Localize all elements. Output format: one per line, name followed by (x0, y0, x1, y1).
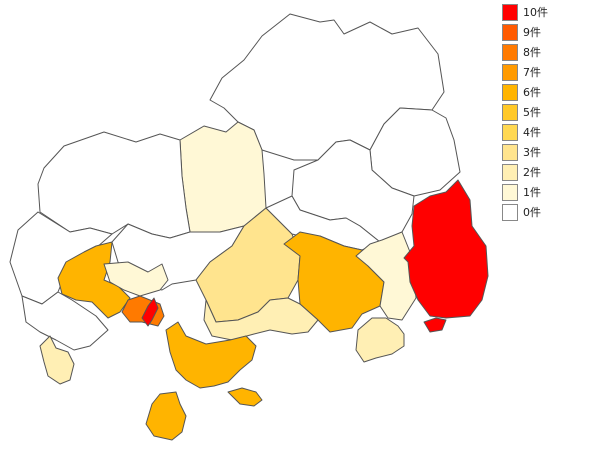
region-southwest[interactable] (21, 291, 109, 351)
legend-item: 6件 (502, 82, 548, 102)
legend-label: 8件 (523, 45, 541, 59)
legend-swatch (502, 83, 518, 101)
region-southeast-coast[interactable] (355, 317, 405, 363)
legend-label: 10件 (523, 5, 548, 19)
region-coast-2[interactable] (141, 297, 159, 327)
legend-swatch (502, 63, 518, 81)
region-central-2[interactable] (103, 261, 169, 297)
region-east-largest[interactable] (403, 179, 489, 319)
region-east-2[interactable] (355, 231, 417, 321)
legend-item: 7件 (502, 62, 548, 82)
region-north-1[interactable] (179, 121, 267, 233)
region-north-central[interactable] (209, 13, 445, 161)
region-islands-4[interactable] (423, 317, 447, 333)
legend-swatch (502, 123, 518, 141)
legend-label: 2件 (523, 165, 541, 179)
legend: 10件 9件 8件 7件 6件 5件 4件 3件 2件 1件 0件 (502, 2, 548, 222)
legend-item: 5件 (502, 102, 548, 122)
legend-swatch (502, 23, 518, 41)
legend-label: 4件 (523, 125, 541, 139)
region-south-coast[interactable] (165, 321, 257, 389)
region-islands-2[interactable] (227, 387, 263, 407)
legend-item: 2件 (502, 162, 548, 182)
legend-item: 4件 (502, 122, 548, 142)
legend-swatch (502, 183, 518, 201)
legend-label: 5件 (523, 105, 541, 119)
legend-item: 9件 (502, 22, 548, 42)
legend-label: 9件 (523, 25, 541, 39)
legend-label: 0件 (523, 205, 541, 219)
region-northwest[interactable] (37, 131, 191, 239)
legend-swatch (502, 203, 518, 221)
region-coast-1[interactable] (121, 295, 165, 327)
legend-item: 1件 (502, 182, 548, 202)
region-islands-1[interactable] (145, 391, 187, 441)
region-coast-3[interactable] (203, 297, 319, 341)
legend-item: 3件 (502, 142, 548, 162)
region-islands-3[interactable] (39, 335, 75, 385)
legend-label: 7件 (523, 65, 541, 79)
legend-label: 6件 (523, 85, 541, 99)
legend-swatch (502, 143, 518, 161)
legend-swatch (502, 3, 518, 21)
region-west-mid[interactable] (57, 241, 131, 319)
legend-swatch (502, 43, 518, 61)
legend-item: 10件 (502, 2, 548, 22)
legend-label: 1件 (523, 185, 541, 199)
legend-swatch (502, 163, 518, 181)
legend-item: 0件 (502, 202, 548, 222)
legend-swatch (502, 103, 518, 121)
legend-item: 8件 (502, 42, 548, 62)
legend-label: 3件 (523, 145, 541, 159)
